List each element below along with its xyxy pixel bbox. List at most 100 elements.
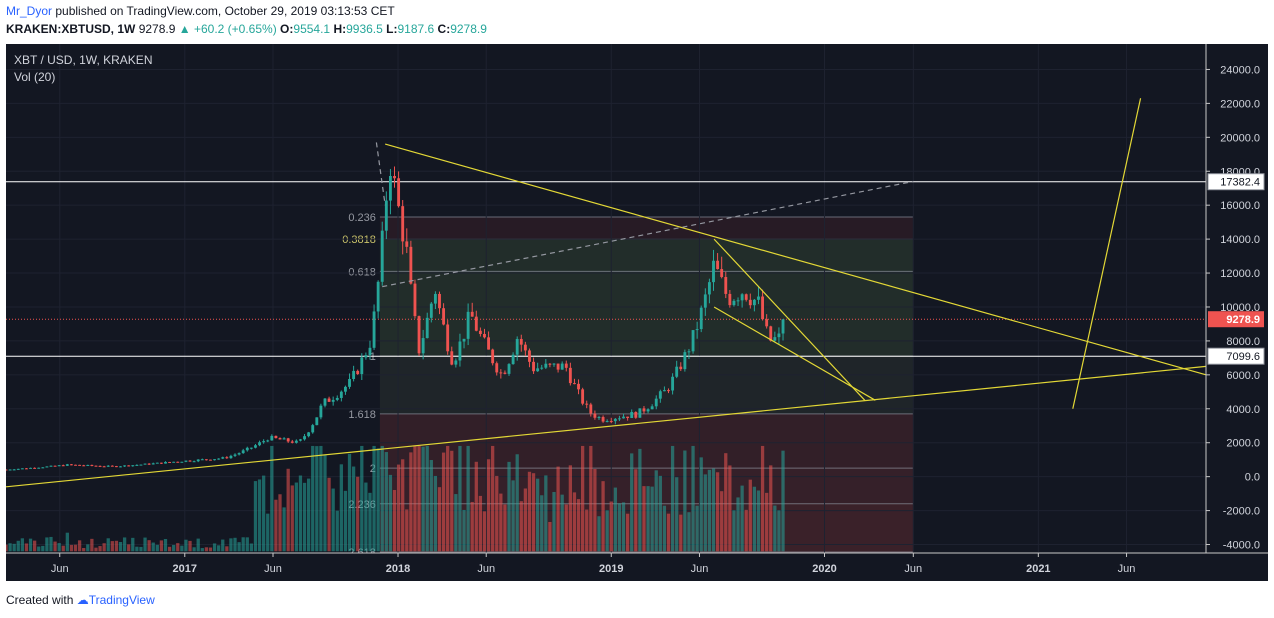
volume-bar — [331, 488, 335, 552]
candle-body — [568, 367, 572, 384]
candle-body — [331, 399, 335, 402]
candle-body — [519, 338, 523, 345]
trendline-projection-line — [1072, 98, 1142, 409]
candle-body — [765, 319, 769, 327]
volume-bar — [462, 509, 466, 552]
volume-bar — [73, 544, 78, 552]
candle-body — [658, 391, 662, 399]
volume-bar — [650, 486, 654, 552]
candle-body — [687, 351, 691, 353]
grid — [6, 44, 1206, 553]
fib-level-label: 1 — [370, 351, 376, 363]
candle-body — [266, 440, 270, 442]
time-axis[interactable]: Jun 2017 Jun 2018 Jun 2019 Jun 2020 Jun 2021 Jun — [6, 552, 1268, 581]
volume-bar — [118, 541, 123, 552]
fib-level-label: 1.618 — [348, 409, 376, 421]
candle-body — [213, 459, 216, 461]
volume-bar — [278, 494, 282, 552]
candle-body — [184, 460, 188, 462]
candle-body — [589, 404, 593, 414]
volume-bar — [315, 446, 319, 552]
candle-body — [204, 459, 208, 461]
volume-bar — [662, 505, 667, 552]
candle-body — [622, 416, 625, 419]
candle-body — [61, 465, 65, 467]
candle-body — [368, 347, 372, 356]
candle-body — [433, 293, 437, 304]
price-tick-label: 12000.0 — [1220, 268, 1260, 280]
volume-bar — [515, 454, 519, 552]
trendlines[interactable] — [5, 98, 1207, 488]
candle-body — [254, 445, 257, 448]
volume-bar — [503, 504, 507, 552]
volume-bar — [760, 445, 765, 552]
volume-bar — [638, 448, 642, 552]
volume-bar — [380, 445, 384, 552]
candle-body — [151, 463, 155, 465]
volume-bar — [225, 546, 229, 552]
candle-body — [507, 364, 511, 374]
candle-body — [417, 316, 421, 354]
candle-body — [405, 241, 409, 247]
candle-body — [164, 461, 167, 464]
volume-bar — [405, 509, 409, 552]
price-change: +60.2 (+0.65%) — [193, 22, 277, 36]
candle-body — [528, 350, 531, 362]
volume-bar — [507, 461, 511, 552]
candle-body — [483, 333, 486, 338]
candle-body — [299, 439, 302, 441]
volume-bar — [360, 445, 364, 552]
price-tick-label: 16000.0 — [1220, 200, 1260, 212]
candle-body — [487, 337, 491, 350]
volume-bar — [131, 537, 135, 552]
candle-body — [249, 447, 253, 449]
volume-bar — [646, 486, 650, 552]
candle-body — [188, 460, 192, 462]
volume-bar — [208, 547, 213, 552]
candle-body — [577, 383, 580, 390]
candle-body — [233, 454, 237, 456]
volume-bar — [401, 459, 405, 552]
time-tick-label: Jun — [691, 563, 709, 575]
volume-bar — [732, 510, 736, 552]
volume-bar — [564, 504, 568, 552]
volume-bar — [167, 546, 172, 552]
candle-body — [393, 176, 396, 179]
candle-body — [45, 466, 49, 468]
volume-bar — [241, 537, 245, 552]
volume-bar — [49, 536, 53, 552]
candle-body — [707, 282, 711, 295]
axis-price-labels: 17382.4 7099.6 9278.9 — [1207, 173, 1265, 365]
volume-bar — [491, 445, 495, 552]
volume-bar — [200, 548, 204, 552]
candle-body — [172, 461, 176, 463]
level-price-label: 7099.6 — [1226, 351, 1260, 363]
candle-body — [303, 436, 306, 440]
volume-bar — [102, 543, 106, 552]
volume-bar — [139, 546, 143, 552]
candle-body — [470, 311, 474, 317]
candle-body — [262, 441, 266, 443]
tradingview-link[interactable]: TradingView — [88, 593, 155, 607]
candle-body — [290, 441, 294, 443]
candle-body — [135, 464, 139, 466]
candle-body — [229, 455, 233, 459]
candle-body — [626, 416, 630, 419]
volume-bar — [486, 459, 491, 552]
candle-body — [638, 408, 642, 418]
volume-bar — [327, 477, 331, 552]
volume-bar — [679, 514, 683, 552]
volume-bar — [41, 545, 45, 552]
volume-bar — [773, 505, 777, 552]
trendline-wedge-lower — [713, 306, 876, 401]
price-tick-label: 10000.0 — [1220, 302, 1260, 314]
volume-bar — [556, 466, 560, 552]
volume-bar — [262, 475, 266, 552]
candle-body — [691, 330, 695, 352]
volume-bar — [536, 478, 540, 552]
fib-level-label: 0.236 — [348, 212, 376, 224]
author-link[interactable]: Mr_Dyor — [6, 4, 53, 18]
volume-bar — [593, 468, 597, 552]
